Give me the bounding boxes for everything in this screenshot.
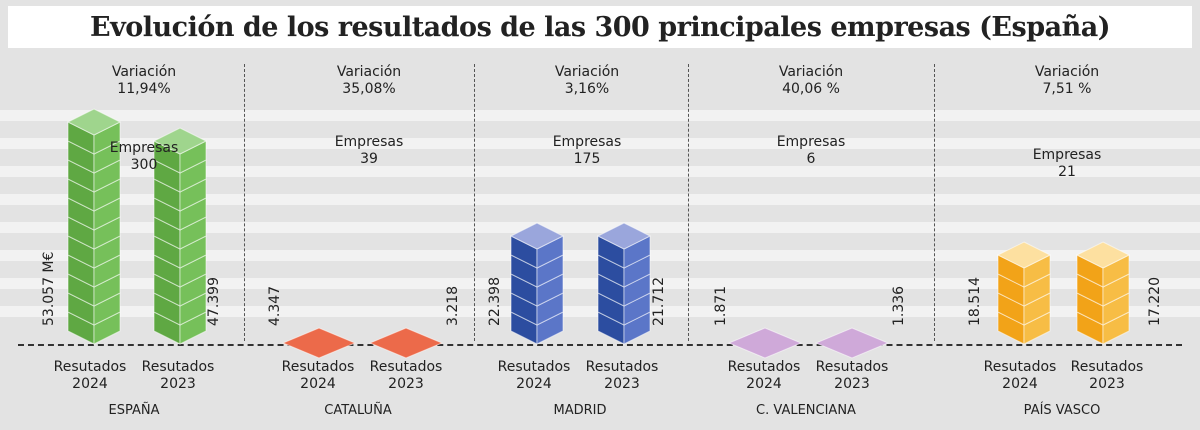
variacion-block-pais-vasco: Variación 7,51 % (1035, 64, 1099, 98)
axis-label-pais-vasco-2023: Resutados 2023 (1070, 359, 1144, 392)
bar-pais-vasco-2024-shape (996, 241, 1052, 345)
bar-diamond (368, 327, 444, 359)
bar-cube-top (1075, 241, 1131, 269)
empresas-value: 21 (1058, 164, 1076, 180)
empresas-label: Empresas (552, 134, 622, 150)
axis-label-valenciana-2024: Resutados 2024 (727, 359, 801, 392)
variacion-block-espana: Variación 11,94% (112, 64, 176, 98)
empresas-label: Empresas (109, 140, 179, 156)
empresas-block-valenciana: Empresas 6 (777, 134, 846, 168)
empresas-label: Empresas (334, 134, 404, 150)
region-name-espana: ESPAÑA (108, 403, 160, 418)
bar-cube-top (152, 127, 208, 155)
region-name-valenciana: C. VALENCIANA (756, 403, 856, 418)
variacion-value: 7,51 % (1042, 81, 1092, 97)
bar-cataluna-2024-shape (281, 327, 357, 359)
divider (244, 64, 245, 341)
variacion-value: 3,16% (564, 81, 610, 97)
bar-cube-top (996, 241, 1052, 269)
axis-label-madrid-2024: Resutados 2024 (497, 359, 571, 392)
bar-pais-vasco-2023-shape (1075, 241, 1131, 345)
region-name-cataluna: CATALUÑA (324, 403, 392, 418)
variacion-value: 11,94% (117, 81, 171, 97)
axis-label-cataluna-2023: Resutados 2023 (369, 359, 443, 392)
variacion-block-valenciana: Variación 40,06 % (779, 64, 843, 98)
variacion-label: Variación (1034, 64, 1100, 80)
chart-title: Evolución de los resultados de las 300 p… (90, 12, 1111, 43)
bar-diamond (727, 327, 803, 359)
empresas-label: Empresas (1032, 147, 1102, 163)
bar-madrid-2023-shape (596, 222, 652, 345)
bar-cataluna-2023-shape (368, 327, 444, 359)
bar-espana-2024-shape (66, 108, 122, 345)
variacion-label: Variación (778, 64, 844, 80)
axis-label-espana-2023: Resutados 2023 (141, 359, 215, 392)
baseline (18, 344, 1182, 346)
bar-espana-2023-shape (152, 127, 208, 345)
empresas-block-pais-vasco: Empresas 21 (1033, 147, 1102, 181)
empresas-block-madrid: Empresas 175 (553, 134, 622, 168)
axis-label-cataluna-2024: Resutados 2024 (281, 359, 355, 392)
bar-cube-top (596, 222, 652, 250)
title-box: Evolución de los resultados de las 300 p… (8, 6, 1192, 48)
divider (474, 64, 475, 341)
empresas-value: 39 (360, 151, 378, 167)
empresas-value: 300 (130, 157, 158, 173)
variacion-label: Variación (336, 64, 402, 80)
variacion-label: Variación (111, 64, 177, 80)
value-pais-vasco-2024: 18.514 (967, 277, 983, 326)
bar-madrid-2024-shape (509, 222, 565, 345)
empresas-value: 175 (573, 151, 601, 167)
divider (688, 64, 689, 341)
empresas-block-cataluna: Empresas 39 (335, 134, 404, 168)
bar-cube-top (66, 108, 122, 136)
empresas-value: 6 (806, 151, 816, 167)
divider (934, 64, 935, 341)
axis-label-espana-2024: Resutados 2024 (53, 359, 127, 392)
variacion-value: 40,06 % (782, 81, 840, 97)
variacion-block-madrid: Variación 3,16% (555, 64, 619, 98)
empresas-label: Empresas (776, 134, 846, 150)
axis-label-pais-vasco-2024: Resutados 2024 (983, 359, 1057, 392)
bar-diamond (281, 327, 357, 359)
value-pais-vasco-2023: 17.220 (1147, 277, 1163, 326)
variacion-block-cataluna: Variación 35,08% (337, 64, 401, 98)
bar-valenciana-2023-shape (814, 327, 890, 359)
empresas-block-espana: Empresas 300 (110, 140, 179, 174)
bar-cube-top (509, 222, 565, 250)
region-name-pais-vasco: PAÍS VASCO (1023, 403, 1101, 418)
bar-valenciana-2024-shape (727, 327, 803, 359)
axis-label-madrid-2023: Resutados 2023 (585, 359, 659, 392)
region-name-madrid: MADRID (553, 403, 607, 418)
variacion-label: Variación (554, 64, 620, 80)
bar-diamond (814, 327, 890, 359)
axis-label-valenciana-2023: Resutados 2023 (815, 359, 889, 392)
variacion-value: 35,08% (342, 81, 396, 97)
